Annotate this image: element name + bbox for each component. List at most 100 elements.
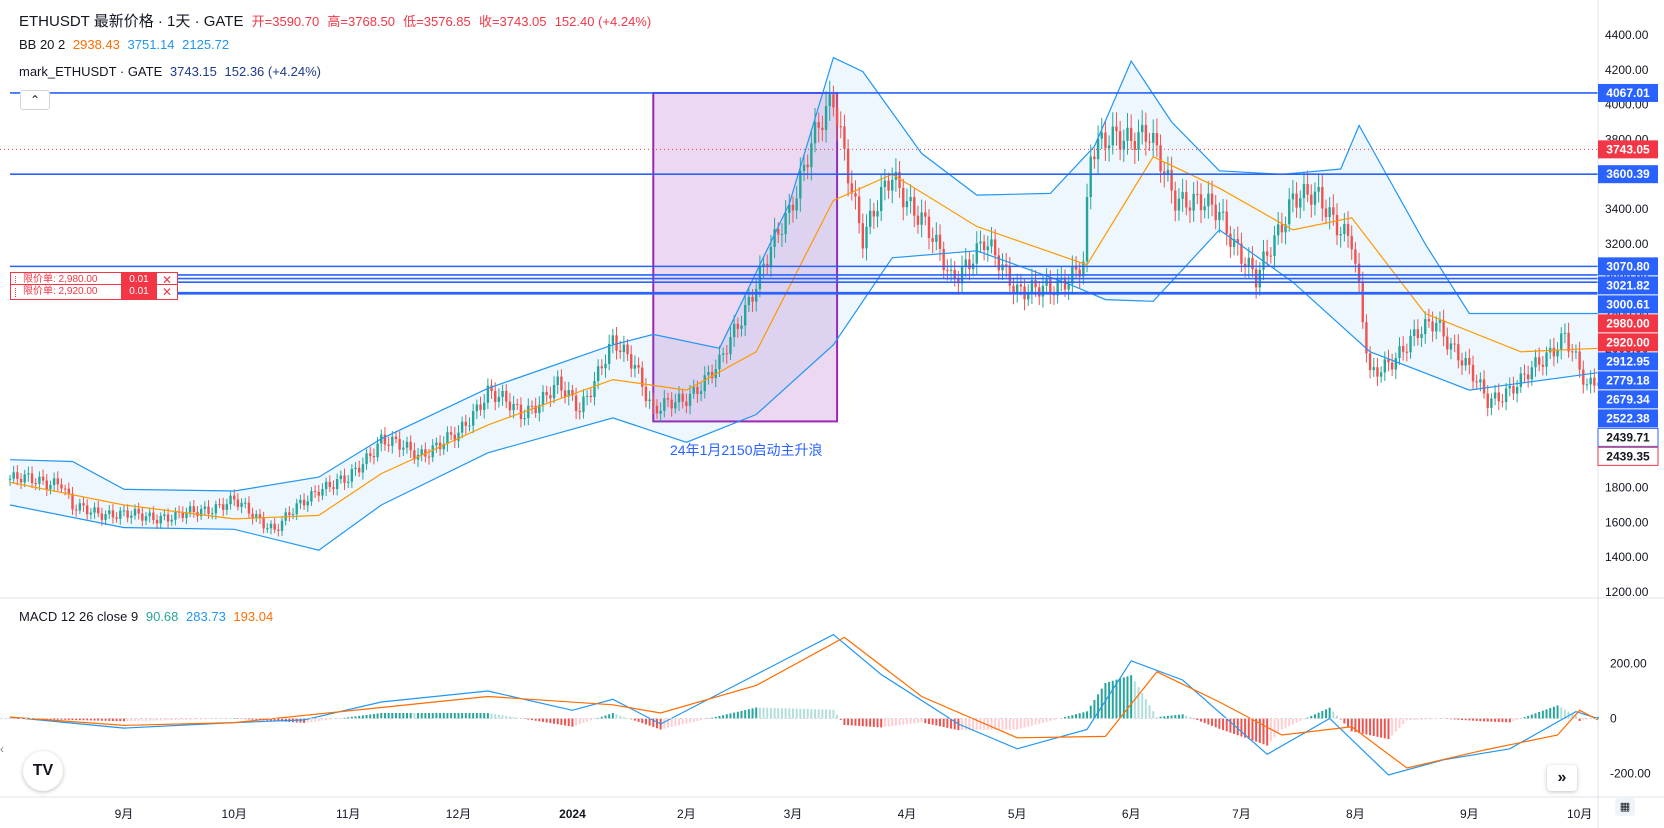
macd-histogram-bar (1574, 715, 1577, 719)
macd-histogram-bar (814, 709, 817, 719)
macd-histogram-bar (832, 709, 835, 719)
candle-body (1526, 374, 1530, 380)
candle-body (1243, 263, 1247, 267)
macd-histogram-bar (1012, 718, 1015, 730)
macd-histogram-bar (821, 709, 824, 719)
macd-histogram-bar (1380, 718, 1383, 738)
price-label-box (1598, 165, 1658, 184)
macd-histogram-bar (869, 718, 872, 727)
macd-histogram-bar (1008, 718, 1011, 730)
candle-body (313, 491, 317, 493)
candle-body (780, 234, 784, 236)
candle-body (148, 512, 151, 517)
macd-histogram-bar (75, 718, 78, 721)
macd-histogram-bar (1218, 718, 1221, 729)
candle-body (1306, 183, 1309, 195)
macd-histogram-bar (1512, 718, 1515, 722)
candle-body (762, 263, 765, 267)
macd-histogram-bar (1155, 717, 1158, 719)
macd-axis: 200.00 0 -200.00 (1610, 657, 1651, 781)
candle-body (1034, 280, 1037, 288)
macd-histogram-bar (894, 718, 897, 726)
macd-histogram-bar (560, 718, 563, 725)
macd-histogram-bar (1365, 718, 1368, 735)
candle-body (431, 445, 434, 458)
candle-body (549, 395, 552, 399)
candle-body (975, 243, 978, 264)
candle-body (361, 464, 365, 473)
tradingview-logo-icon[interactable]: TV (23, 751, 63, 791)
mark-price-legend[interactable]: mark_ETHUSDT · GATE 3743.15 152.36 (+4.2… (19, 64, 325, 79)
macd-histogram-bar (1159, 716, 1162, 719)
candle-body (516, 403, 519, 405)
candle-body (97, 507, 100, 514)
macd-histogram-bar (1229, 718, 1232, 733)
annotation-text[interactable]: 24年1月2150启动主升浪 (670, 442, 823, 458)
macd-histogram-bar (1398, 718, 1401, 728)
candle-body (369, 453, 372, 457)
macd-histogram-bar (1222, 718, 1225, 731)
macd-histogram-bar (439, 713, 442, 719)
price-label-box (1598, 352, 1658, 371)
macd-histogram-bar (475, 713, 478, 719)
candle-body (1460, 360, 1464, 366)
candle-body (1578, 351, 1581, 370)
candle-body (1174, 190, 1177, 211)
candle-body (1203, 206, 1206, 211)
candle-body (1181, 192, 1184, 199)
candle-body (93, 507, 96, 513)
macd-histogram-bar (795, 708, 798, 719)
candle-body (1593, 377, 1596, 386)
macd-histogram-bar (1438, 718, 1441, 719)
macd-histogram-bar (718, 715, 721, 719)
collapse-legend-button[interactable]: ⌃ (20, 90, 50, 110)
macd-histogram-bar (1442, 718, 1445, 719)
macd-histogram-bar (678, 718, 681, 726)
macd-histogram-bar (714, 716, 717, 719)
macd-legend[interactable]: MACD 12 26 close 9 90.68 283.73 193.04 (19, 609, 277, 624)
candle-body (644, 386, 648, 402)
macd-histogram-bar (968, 718, 971, 731)
macd-histogram-bar (916, 718, 919, 723)
macd-histogram-bar (1225, 718, 1228, 732)
macd-histogram-bar (1262, 718, 1265, 745)
candle-body (1354, 249, 1357, 264)
price-label-text: 2679.34 (1606, 392, 1650, 406)
macd-histogram-bar (1416, 718, 1419, 720)
candle-body (1310, 194, 1313, 205)
calendar-icon[interactable]: ▦ (1615, 798, 1635, 816)
macd-histogram-bar (692, 718, 695, 722)
chevron-left-icon[interactable]: ‹ (0, 742, 4, 756)
limit-order-qty[interactable]: 0.01 (122, 284, 156, 300)
bollinger-lower-band (9, 229, 1599, 551)
candle-body (913, 197, 916, 216)
mark-price-value: 3743.15 (169, 64, 217, 79)
bollinger-legend[interactable]: BB 20 2 2938.43 3751.14 2125.72 (19, 37, 233, 52)
macd-histogram-bar (413, 713, 416, 719)
macd-histogram-bar (589, 718, 592, 721)
macd-histogram-bar (542, 718, 545, 722)
macd-histogram-bar (1387, 718, 1390, 740)
candle-body (1063, 277, 1067, 290)
macd-histogram-bar (1563, 709, 1566, 719)
candle-body (1001, 264, 1004, 271)
limit-order-label[interactable]: 限价单: 2,920.00 (10, 284, 122, 300)
close-icon[interactable]: ✕ (156, 284, 178, 300)
macd-histogram-bar (850, 718, 853, 726)
scroll-to-realtime-icon[interactable]: » (1547, 765, 1577, 791)
time-tick-label: 10月 (1567, 807, 1592, 821)
macd-histogram-bar (883, 718, 886, 728)
macd-histogram-bar (1291, 718, 1294, 725)
candle-body (435, 442, 438, 446)
macd-histogram-bar (1111, 680, 1114, 719)
macd-histogram-bar (1005, 718, 1008, 730)
limit-order-2[interactable]: 限价单: 2,920.00 0.01 ✕ (10, 284, 178, 300)
symbol-title[interactable]: ETHUSDT 最新价格 · 1天 · GATE (19, 13, 244, 30)
candle-body (192, 506, 195, 513)
macd-histogram-bar (909, 718, 912, 724)
candle-body (1571, 351, 1574, 353)
candle-body (1435, 322, 1438, 332)
price-label-box (1598, 333, 1658, 352)
price-label-text: 2912.95 (1606, 354, 1650, 368)
candle-body (126, 510, 129, 518)
